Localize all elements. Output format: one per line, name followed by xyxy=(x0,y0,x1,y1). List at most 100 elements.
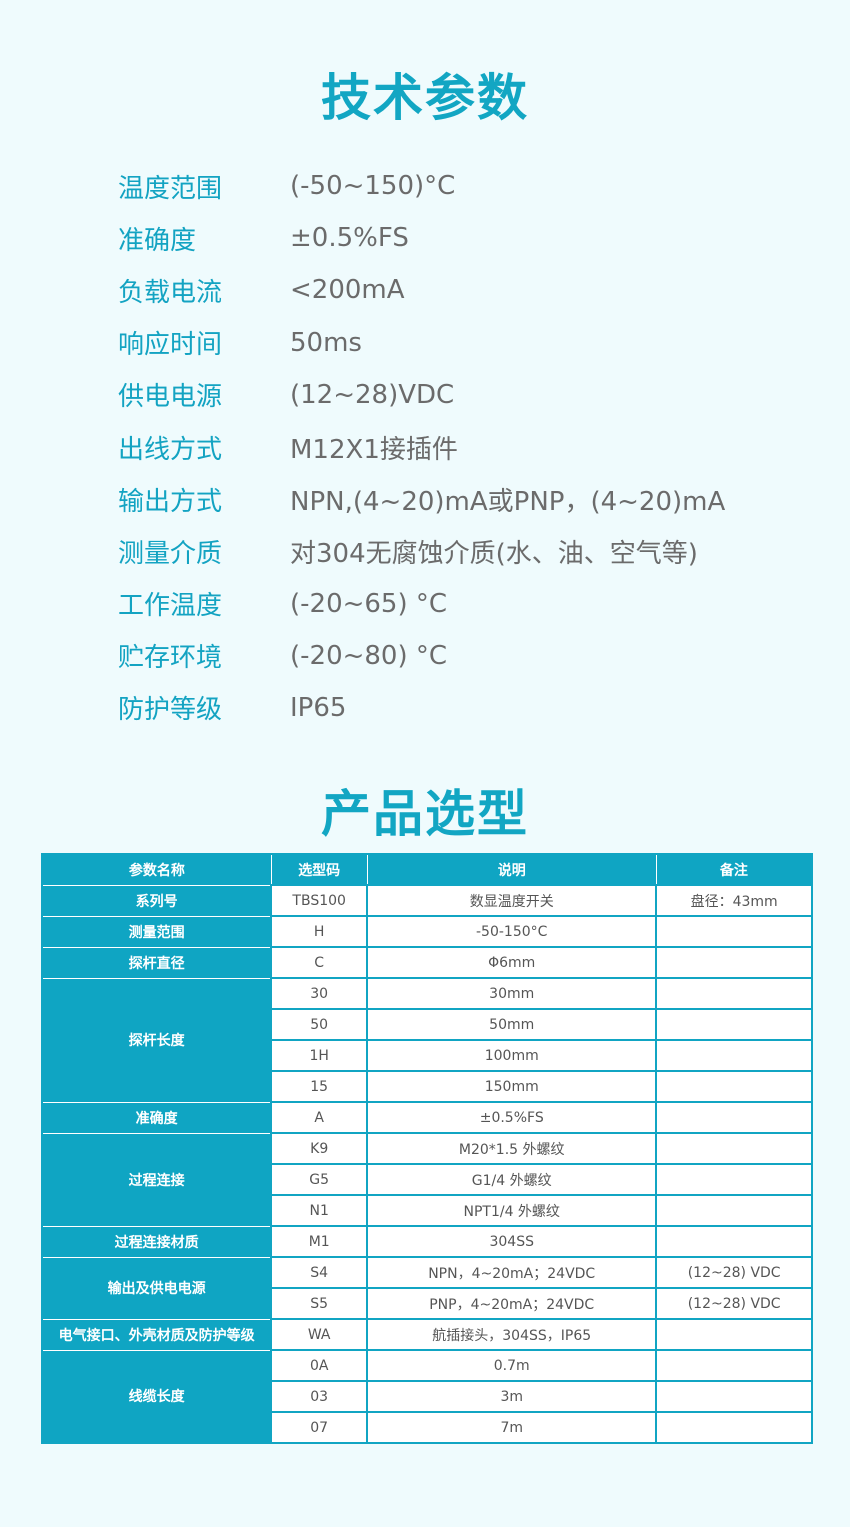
spec-value: M12X1接插件 xyxy=(290,434,458,465)
note-cell xyxy=(655,1070,813,1103)
description-cell: G1/4 外螺纹 xyxy=(366,1163,658,1196)
code-cell: 07 xyxy=(270,1411,369,1444)
spec-value: 50ms xyxy=(290,327,362,358)
table-row: 准确度 A ±0.5%FS xyxy=(42,1101,813,1134)
spec-row: 准确度 ±0.5%FS xyxy=(118,212,725,264)
spec-value: (-50~150)°C xyxy=(290,171,456,202)
spec-value: 对304无腐蚀介质(水、油、空气等) xyxy=(290,538,698,569)
table-row: 探杆长度 30 30mm xyxy=(42,977,813,1103)
table-row: 过程连接材质 M1 304SS xyxy=(42,1225,813,1258)
description-cell: 航插接头，304SS，IP65 xyxy=(366,1318,658,1351)
description-cell: 7m xyxy=(366,1411,658,1444)
table-row: S5 PNP，4~20mA；24VDC (12~28) VDC xyxy=(42,1287,813,1320)
description-cell: 30mm xyxy=(366,977,658,1010)
code-cell: C xyxy=(270,946,369,979)
spec-row: 输出方式 NPN,(4~20)mA或PNP，(4~20)mA xyxy=(118,473,725,525)
selection-title: 产品选型 xyxy=(321,785,529,843)
spec-value: (12~28)VDC xyxy=(290,379,455,410)
description-cell: NPN，4~20mA；24VDC xyxy=(366,1256,658,1289)
description-cell: 150mm xyxy=(366,1070,658,1103)
spec-label: 温度范围 xyxy=(118,173,223,204)
spec-list: 温度范围 (-50~150)°C 准确度 ±0.5%FS 负载电流 <200mA 响应时间 5… xyxy=(118,160,725,734)
table-row: 50 50mm xyxy=(42,1008,813,1041)
note-cell xyxy=(655,1225,813,1258)
code-cell: K9 xyxy=(270,1132,369,1165)
code-cell: 50 xyxy=(270,1008,369,1041)
spec-title: 技术参数 xyxy=(321,69,529,127)
code-cell: 03 xyxy=(270,1380,369,1413)
spec-row: 负载电流 <200mA xyxy=(118,264,725,316)
spec-row: 测量介质 对304无腐蚀介质(水、油、空气等) xyxy=(118,525,725,577)
note-cell xyxy=(655,946,813,979)
note-cell xyxy=(655,1101,813,1134)
spec-label: 贮存环境 xyxy=(118,643,223,674)
parameter-name: 探杆长度 xyxy=(42,977,272,1103)
note-cell xyxy=(655,1194,813,1227)
spec-row: 工作温度 (-20~65) °C xyxy=(118,578,725,630)
spec-label: 出线方式 xyxy=(118,434,223,465)
spec-value: NPN,(4~20)mA或PNP，(4~20)mA xyxy=(290,486,726,517)
parameter-name: 过程连接 xyxy=(42,1132,272,1227)
selection-table: 参数名称 选型码 说明 备注 系列号 TBS100 数显温度开关 盘径：43mm 测量范围 H -… xyxy=(41,853,813,1444)
parameter-name: 探杆直径 xyxy=(42,946,272,979)
code-cell: 1H xyxy=(270,1039,369,1072)
code-cell: WA xyxy=(270,1318,369,1351)
table-row: N1 NPT1/4 外螺纹 xyxy=(42,1194,813,1227)
parameter-name: 测量范围 xyxy=(42,915,272,948)
spec-label: 防护等级 xyxy=(118,695,223,726)
note-cell xyxy=(655,1163,813,1196)
table-row: G5 G1/4 外螺纹 xyxy=(42,1163,813,1196)
code-cell: N1 xyxy=(270,1194,369,1227)
note-cell: (12~28) VDC xyxy=(655,1287,813,1320)
spec-value: (-20~65) °C xyxy=(290,588,448,619)
parameter-name: 过程连接材质 xyxy=(42,1225,272,1258)
code-cell: 0A xyxy=(270,1349,369,1382)
column-header: 说明 xyxy=(366,854,657,885)
table-row: 测量范围 H -50-150°C xyxy=(42,915,813,948)
code-cell: A xyxy=(270,1101,369,1134)
note-cell xyxy=(655,1132,813,1165)
description-cell: 3m xyxy=(366,1380,658,1413)
parameter-name: 系列号 xyxy=(42,884,272,917)
table-row: 1H 100mm xyxy=(42,1039,813,1072)
note-cell xyxy=(655,1008,813,1041)
spec-row: 贮存环境 (-20~80) °C xyxy=(118,630,725,682)
note-cell xyxy=(655,977,813,1010)
code-cell: TBS100 xyxy=(270,884,369,917)
description-cell: -50-150°C xyxy=(366,915,658,948)
table-row: 电气接口、外壳材质及防护等级 WA 航插接头，304SS，IP65 xyxy=(42,1318,813,1351)
table-row: 07 7m xyxy=(42,1411,813,1444)
column-header: 选型码 xyxy=(270,854,368,885)
spec-label: 响应时间 xyxy=(118,330,223,361)
code-cell: H xyxy=(270,915,369,948)
table-row: 输出及供电电源 S4 NPN，4~20mA；24VDC (12~28) VDC xyxy=(42,1256,813,1320)
parameter-name: 准确度 xyxy=(42,1101,272,1134)
parameter-name: 线缆长度 xyxy=(42,1349,272,1444)
code-cell: 15 xyxy=(270,1070,369,1103)
description-cell: 0.7m xyxy=(366,1349,658,1382)
note-cell: 盘径：43mm xyxy=(655,884,813,917)
table-row: 15 150mm xyxy=(42,1070,813,1103)
code-cell: 30 xyxy=(270,977,369,1010)
spec-row: 响应时间 50ms xyxy=(118,317,725,369)
spec-row: 供电电源 (12~28)VDC xyxy=(118,369,725,421)
table-row: 过程连接 K9 M20*1.5 外螺纹 xyxy=(42,1132,813,1227)
table-row: 探杆直径 C Φ6mm xyxy=(42,946,813,979)
description-cell: 304SS xyxy=(366,1225,658,1258)
spec-label: 准确度 xyxy=(118,225,197,256)
spec-row: 温度范围 (-50~150)°C xyxy=(118,160,725,212)
table-row: 线缆长度 0A 0.7m xyxy=(42,1349,813,1444)
parameter-name: 电气接口、外壳材质及防护等级 xyxy=(42,1318,272,1351)
spec-row: 防护等级 IP65 xyxy=(118,682,725,734)
description-cell: Φ6mm xyxy=(366,946,658,979)
note-cell xyxy=(655,1411,813,1444)
note-cell xyxy=(655,1349,813,1382)
spec-row: 出线方式 M12X1接插件 xyxy=(118,421,725,473)
spec-label: 供电电源 xyxy=(118,382,223,413)
description-cell: 数显温度开关 xyxy=(366,884,658,917)
spec-value: IP65 xyxy=(290,692,347,723)
table-row: 03 3m xyxy=(42,1380,813,1413)
description-cell: NPT1/4 外螺纹 xyxy=(366,1194,658,1227)
code-cell: S5 xyxy=(270,1287,369,1320)
